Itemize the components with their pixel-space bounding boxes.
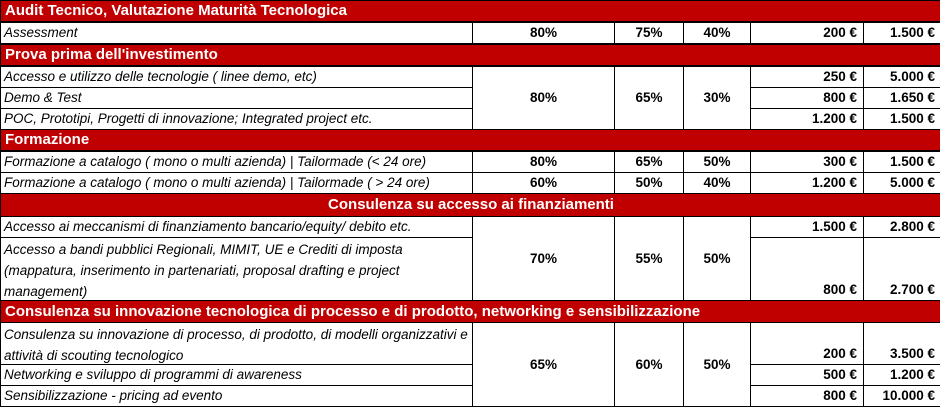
row-desc: Assessment [0,22,473,44]
price-col1: 500 € [750,364,864,386]
price-col1: 800 € [750,237,864,301]
pct-col3: 30% [683,66,751,130]
price-col1: 200 € [750,22,864,44]
pct-col2: 60% [614,322,684,407]
pct-col3: 50% [683,151,751,173]
price-col2: 1.650 € [863,87,940,109]
price-col1: 1.200 € [750,108,864,130]
row-desc: Consulenza su innovazione di processo, d… [0,322,473,365]
pct-col2: 55% [614,216,684,301]
section-header-audit: Audit Tecnico, Valutazione Maturità Tecn… [0,0,940,22]
price-col1: 800 € [750,385,864,407]
price-col2: 2.800 € [863,216,940,238]
pct-col2: 75% [614,22,684,44]
price-col2: 1.500 € [863,22,940,44]
price-col2: 3.500 € [863,322,940,365]
pct-col1: 80% [472,151,615,173]
pct-col1: 70% [472,216,615,301]
pct-col1: 80% [472,22,615,44]
row-desc: Networking e sviluppo di programmi di aw… [0,364,473,386]
price-col2: 1.200 € [863,364,940,386]
row-desc: Accesso e utilizzo delle tecnologie ( li… [0,66,473,88]
pct-col1: 60% [472,172,615,194]
pct-col3: 40% [683,22,751,44]
price-col1: 250 € [750,66,864,88]
price-col1: 1.200 € [750,172,864,194]
section-header-finanziamenti: Consulenza su accesso ai finanziamenti [0,193,940,217]
price-col2: 1.500 € [863,108,940,130]
pct-col3: 40% [683,172,751,194]
pct-col3: 50% [683,322,751,407]
price-col1: 300 € [750,151,864,173]
price-col2: 1.500 € [863,151,940,173]
row-desc: POC, Prototipi, Progetti di innovazione;… [0,108,473,130]
row-desc: Demo & Test [0,87,473,109]
price-col1: 800 € [750,87,864,109]
price-col2: 10.000 € [863,385,940,407]
price-col2: 5.000 € [863,66,940,88]
pct-col2: 65% [614,151,684,173]
section-header-formazione: Formazione [0,129,940,151]
section-header-innovazione: Consulenza su innovazione tecnologica di… [0,300,940,323]
pct-col1: 65% [472,322,615,407]
pct-col3: 50% [683,216,751,301]
price-col1: 1.500 € [750,216,864,238]
row-desc: Accesso ai meccanismi di finanziamento b… [0,216,473,238]
pct-col1: 80% [472,66,615,130]
row-desc: Formazione a catalogo ( mono o multi azi… [0,172,473,194]
price-col2: 2.700 € [863,237,940,301]
row-desc: Accesso a bandi pubblici Regionali, MIMI… [0,237,473,301]
row-desc: Formazione a catalogo ( mono o multi azi… [0,151,473,173]
pct-col2: 50% [614,172,684,194]
pct-col2: 65% [614,66,684,130]
price-col2: 5.000 € [863,172,940,194]
section-header-prova: Prova prima dell'investimento [0,44,940,66]
row-desc: Sensibilizzazione - pricing ad evento [0,385,473,407]
price-col1: 200 € [750,322,864,365]
